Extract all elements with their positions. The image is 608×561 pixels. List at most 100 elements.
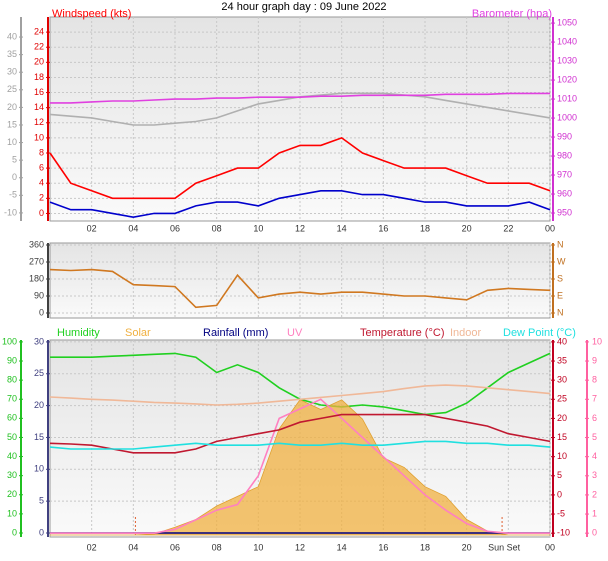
y-tick-label: 0 bbox=[12, 527, 17, 537]
x-tick-label: 02 bbox=[87, 223, 97, 233]
legend-label: Barometer (hpa) bbox=[472, 8, 552, 20]
y-tick-label: 0 bbox=[12, 172, 17, 182]
y-tick-label: 16 bbox=[34, 87, 44, 97]
x-tick-label: 00 bbox=[545, 223, 555, 233]
y-tick-label: 20 bbox=[34, 57, 44, 67]
y-tick-label: 1 bbox=[592, 508, 597, 518]
y-tick-label: 10 bbox=[7, 508, 17, 518]
x-tick-label: 18 bbox=[420, 542, 430, 552]
y-tick-label: -10 bbox=[557, 528, 570, 538]
chart-title: 24 hour graph day : 09 June 2022 bbox=[221, 1, 386, 13]
y-tick-label: S bbox=[557, 273, 563, 283]
y-tick-label: 5 bbox=[592, 432, 597, 442]
legend-label: Solar bbox=[125, 327, 151, 339]
y-tick-label: 40 bbox=[7, 451, 17, 461]
y-tick-label: 9 bbox=[592, 355, 597, 365]
y-tick-label: 980 bbox=[557, 150, 572, 160]
y-tick-label: 15 bbox=[34, 432, 44, 442]
x-tick-label: 08 bbox=[212, 223, 222, 233]
y-tick-label: 360 bbox=[29, 239, 44, 249]
sunset-label: Sun Set bbox=[488, 542, 521, 552]
y-tick-label: 990 bbox=[557, 131, 572, 141]
x-tick-label: 18 bbox=[420, 223, 430, 233]
y-tick-label: 0 bbox=[39, 307, 44, 317]
x-tick-label: 04 bbox=[128, 542, 138, 552]
y-tick-label: 70 bbox=[7, 394, 17, 404]
line bbox=[49, 190, 551, 219]
y-tick-label: N bbox=[557, 307, 564, 317]
line bbox=[49, 384, 551, 406]
y-tick-label: 0 bbox=[557, 489, 562, 499]
y-tick-label: 970 bbox=[557, 169, 572, 179]
y-tick-label: 10 bbox=[557, 451, 567, 461]
y-tick-label: 1050 bbox=[557, 17, 577, 27]
y-tick-label: 25 bbox=[7, 84, 17, 94]
x-tick-label: 08 bbox=[212, 542, 222, 552]
x-tick-label: 02 bbox=[87, 542, 97, 552]
y-tick-label: 100 bbox=[2, 336, 17, 346]
line bbox=[49, 137, 551, 200]
legend-label: Windspeed (kts) bbox=[52, 8, 131, 20]
y-tick-label: 25 bbox=[557, 394, 567, 404]
y-tick-label: 30 bbox=[7, 67, 17, 77]
y-tick-label: 10 bbox=[7, 137, 17, 147]
x-tick-label: 20 bbox=[462, 542, 472, 552]
y-tick-label: 0 bbox=[39, 208, 44, 218]
y-tick-label: 20 bbox=[34, 400, 44, 410]
x-tick-label: 22 bbox=[503, 223, 513, 233]
y-tick-label: 40 bbox=[7, 31, 17, 41]
y-tick-label: 60 bbox=[7, 413, 17, 423]
line bbox=[50, 398, 550, 534]
y-tick-label: 1040 bbox=[557, 36, 577, 46]
line bbox=[50, 92, 550, 104]
y-tick-label: N bbox=[557, 239, 564, 249]
y-tick-label: 15 bbox=[7, 119, 17, 129]
y-tick-label: 960 bbox=[557, 188, 572, 198]
y-tick-label: 6 bbox=[592, 413, 597, 423]
y-tick-label: 1000 bbox=[557, 112, 577, 122]
x-tick-label: 10 bbox=[253, 542, 263, 552]
legend-label: Indoor bbox=[450, 327, 482, 339]
y-tick-label: 2 bbox=[39, 193, 44, 203]
y-tick-label: 8 bbox=[592, 375, 597, 385]
y-tick-label: 6 bbox=[39, 162, 44, 172]
y-tick-label: 950 bbox=[557, 207, 572, 217]
y-tick-label: 180 bbox=[29, 273, 44, 283]
x-tick-label: 06 bbox=[170, 223, 180, 233]
y-tick-label: 5 bbox=[39, 496, 44, 506]
x-tick-label: 06 bbox=[170, 542, 180, 552]
y-tick-label: 4 bbox=[592, 451, 597, 461]
x-tick-label: 14 bbox=[337, 223, 347, 233]
x-tick-label: 20 bbox=[462, 223, 472, 233]
line bbox=[49, 268, 551, 309]
y-tick-label: 24 bbox=[34, 26, 44, 36]
y-tick-label: 18 bbox=[34, 72, 44, 82]
y-tick-label: -10 bbox=[4, 207, 17, 217]
y-tick-label: 25 bbox=[34, 368, 44, 378]
y-tick-label: -5 bbox=[9, 190, 17, 200]
y-tick-label: 2 bbox=[592, 489, 597, 499]
y-tick-label: 5 bbox=[557, 470, 562, 480]
y-tick-label: 10 bbox=[34, 132, 44, 142]
y-tick-label: 1030 bbox=[557, 55, 577, 65]
legend-label: Dew Point (°C) bbox=[503, 327, 576, 339]
y-tick-label: 0 bbox=[592, 528, 597, 538]
x-tick-label: 16 bbox=[378, 223, 388, 233]
y-tick-label: 10 bbox=[592, 336, 602, 346]
y-tick-label: -5 bbox=[557, 508, 565, 518]
y-tick-label: W bbox=[557, 256, 566, 266]
x-tick-label: 14 bbox=[337, 542, 347, 552]
y-tick-label: 3 bbox=[592, 470, 597, 480]
y-tick-label: E bbox=[557, 290, 563, 300]
y-tick-label: 8 bbox=[39, 147, 44, 157]
x-tick-label: 12 bbox=[295, 223, 305, 233]
y-tick-label: 15 bbox=[557, 432, 567, 442]
x-tick-label: 10 bbox=[253, 223, 263, 233]
y-tick-label: 35 bbox=[557, 355, 567, 365]
y-tick-label: 90 bbox=[7, 355, 17, 365]
y-tick-label: 0 bbox=[39, 527, 44, 537]
y-tick-label: 4 bbox=[39, 178, 44, 188]
y-tick-label: 20 bbox=[7, 102, 17, 112]
y-tick-label: 30 bbox=[557, 375, 567, 385]
